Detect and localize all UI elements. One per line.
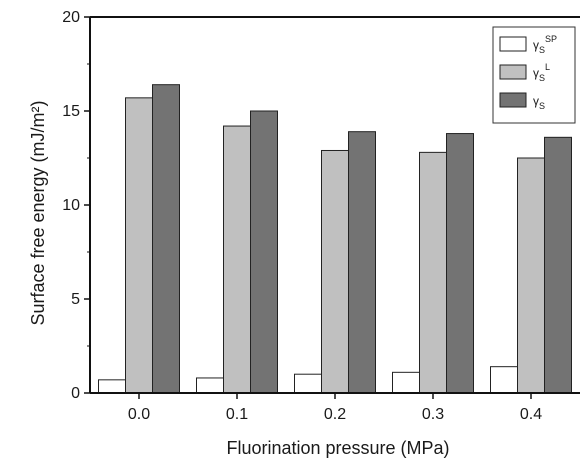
y-axis-title: Surface free energy (mJ/m²) [28, 100, 48, 325]
bar-1-0.1 [196, 377, 224, 394]
x-tick-label-0.2: 0.2 [324, 406, 346, 423]
bars-layer [98, 84, 572, 394]
legend-swatch-3 [499, 92, 527, 108]
legend-label-1: γSSP [533, 34, 557, 55]
bar-2-0.3 [419, 151, 447, 394]
x-tick-label-0.3: 0.3 [422, 406, 444, 423]
bar-2-0.2 [321, 149, 349, 394]
legend: γSSP γSL γS [492, 26, 576, 124]
y-tick-label-0: 0 [71, 385, 80, 402]
x-axis-title: Fluorination pressure (MPa) [226, 438, 449, 458]
bar-2-0.1 [223, 125, 251, 394]
bar-3-0.4 [544, 136, 572, 394]
x-tick-label-0.0: 0.0 [128, 406, 150, 423]
bar-3-0.1 [250, 110, 278, 394]
x-tick-label-0.1: 0.1 [226, 406, 248, 423]
bar-1-0.0 [98, 379, 126, 394]
bar-3-0.3 [446, 133, 474, 394]
bar-3-0.2 [348, 131, 376, 394]
bar-2-0.4 [517, 157, 545, 394]
y-tick-label-20: 20 [62, 9, 80, 26]
x-tick-label-0.4: 0.4 [520, 406, 542, 423]
y-tick-label-5: 5 [71, 291, 80, 308]
bar-1-0.4 [490, 366, 518, 394]
y-tick-label-15: 15 [62, 103, 80, 120]
bar-1-0.2 [294, 373, 322, 394]
bar-1-0.3 [392, 371, 420, 394]
y-tick-label-10: 10 [62, 197, 80, 214]
bar-2-0.0 [125, 97, 153, 394]
bar-3-0.0 [152, 84, 180, 394]
legend-label-3: γS [533, 94, 545, 111]
legend-swatch-2 [499, 64, 527, 80]
legend-label-2: γSL [533, 62, 550, 83]
legend-swatch-1 [499, 36, 527, 52]
ticks-layer: 0.0 0.1 0.2 0.3 0.4 0 5 10 15 20 [62, 9, 542, 423]
